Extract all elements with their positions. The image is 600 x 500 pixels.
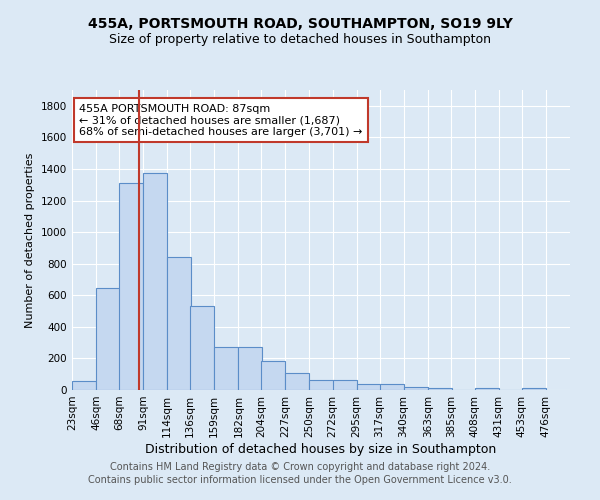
Bar — [310, 380, 334, 390]
Text: Contains public sector information licensed under the Open Government Licence v3: Contains public sector information licen… — [88, 475, 512, 485]
Text: Contains HM Land Registry data © Crown copyright and database right 2024.: Contains HM Land Registry data © Crown c… — [110, 462, 490, 472]
Text: 455A, PORTSMOUTH ROAD, SOUTHAMPTON, SO19 9LY: 455A, PORTSMOUTH ROAD, SOUTHAMPTON, SO19… — [88, 18, 512, 32]
X-axis label: Distribution of detached houses by size in Southampton: Distribution of detached houses by size … — [145, 442, 497, 456]
Bar — [72, 382, 96, 390]
Bar — [356, 384, 380, 390]
Bar — [332, 380, 356, 390]
Bar — [96, 288, 120, 390]
Bar — [167, 256, 191, 390]
Bar — [262, 361, 286, 390]
Bar — [143, 173, 167, 390]
Bar — [119, 183, 143, 390]
Bar — [190, 306, 214, 390]
Y-axis label: Number of detached properties: Number of detached properties — [25, 152, 35, 328]
Bar — [380, 384, 404, 390]
Bar — [214, 346, 238, 390]
Bar — [428, 388, 452, 390]
Bar — [238, 346, 262, 390]
Text: Size of property relative to detached houses in Southampton: Size of property relative to detached ho… — [109, 32, 491, 46]
Bar — [475, 388, 499, 390]
Bar — [404, 387, 428, 390]
Bar — [522, 388, 546, 390]
Bar — [286, 374, 310, 390]
Text: 455A PORTSMOUTH ROAD: 87sqm
← 31% of detached houses are smaller (1,687)
68% of : 455A PORTSMOUTH ROAD: 87sqm ← 31% of det… — [79, 104, 363, 136]
